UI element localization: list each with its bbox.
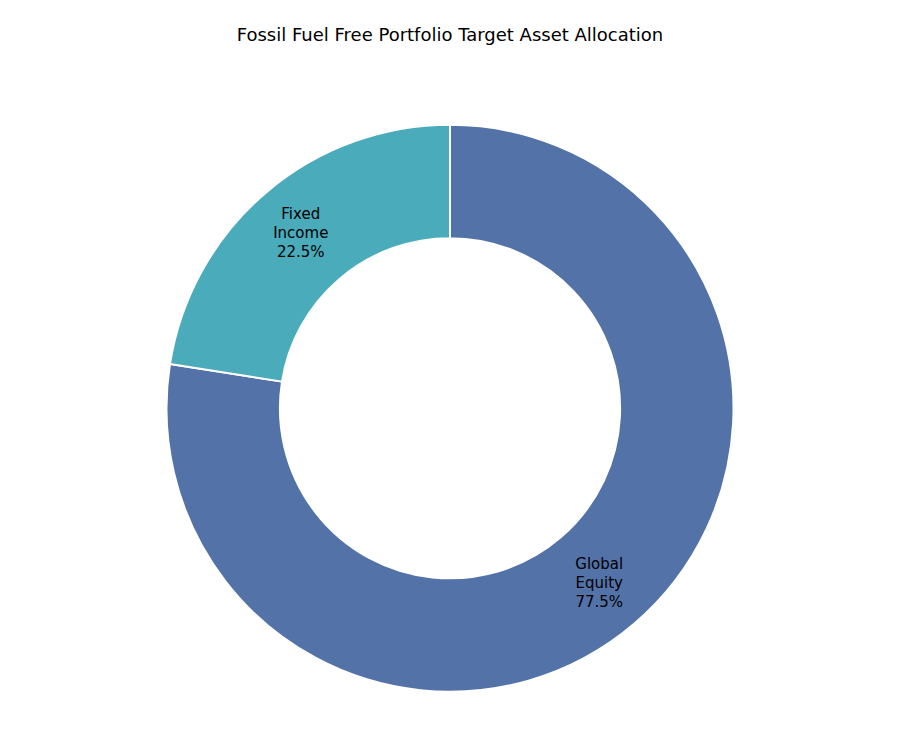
svg-text:77.5%: 77.5% xyxy=(575,593,623,611)
svg-text:22.5%: 22.5% xyxy=(277,243,325,261)
svg-text:Fixed: Fixed xyxy=(281,205,320,223)
svg-text:Global: Global xyxy=(575,555,623,573)
svg-text:Income: Income xyxy=(273,224,328,242)
svg-text:Fossil Fuel Free Portfolio Tar: Fossil Fuel Free Portfolio Target Asset … xyxy=(237,24,664,45)
svg-text:Equity: Equity xyxy=(576,574,624,592)
